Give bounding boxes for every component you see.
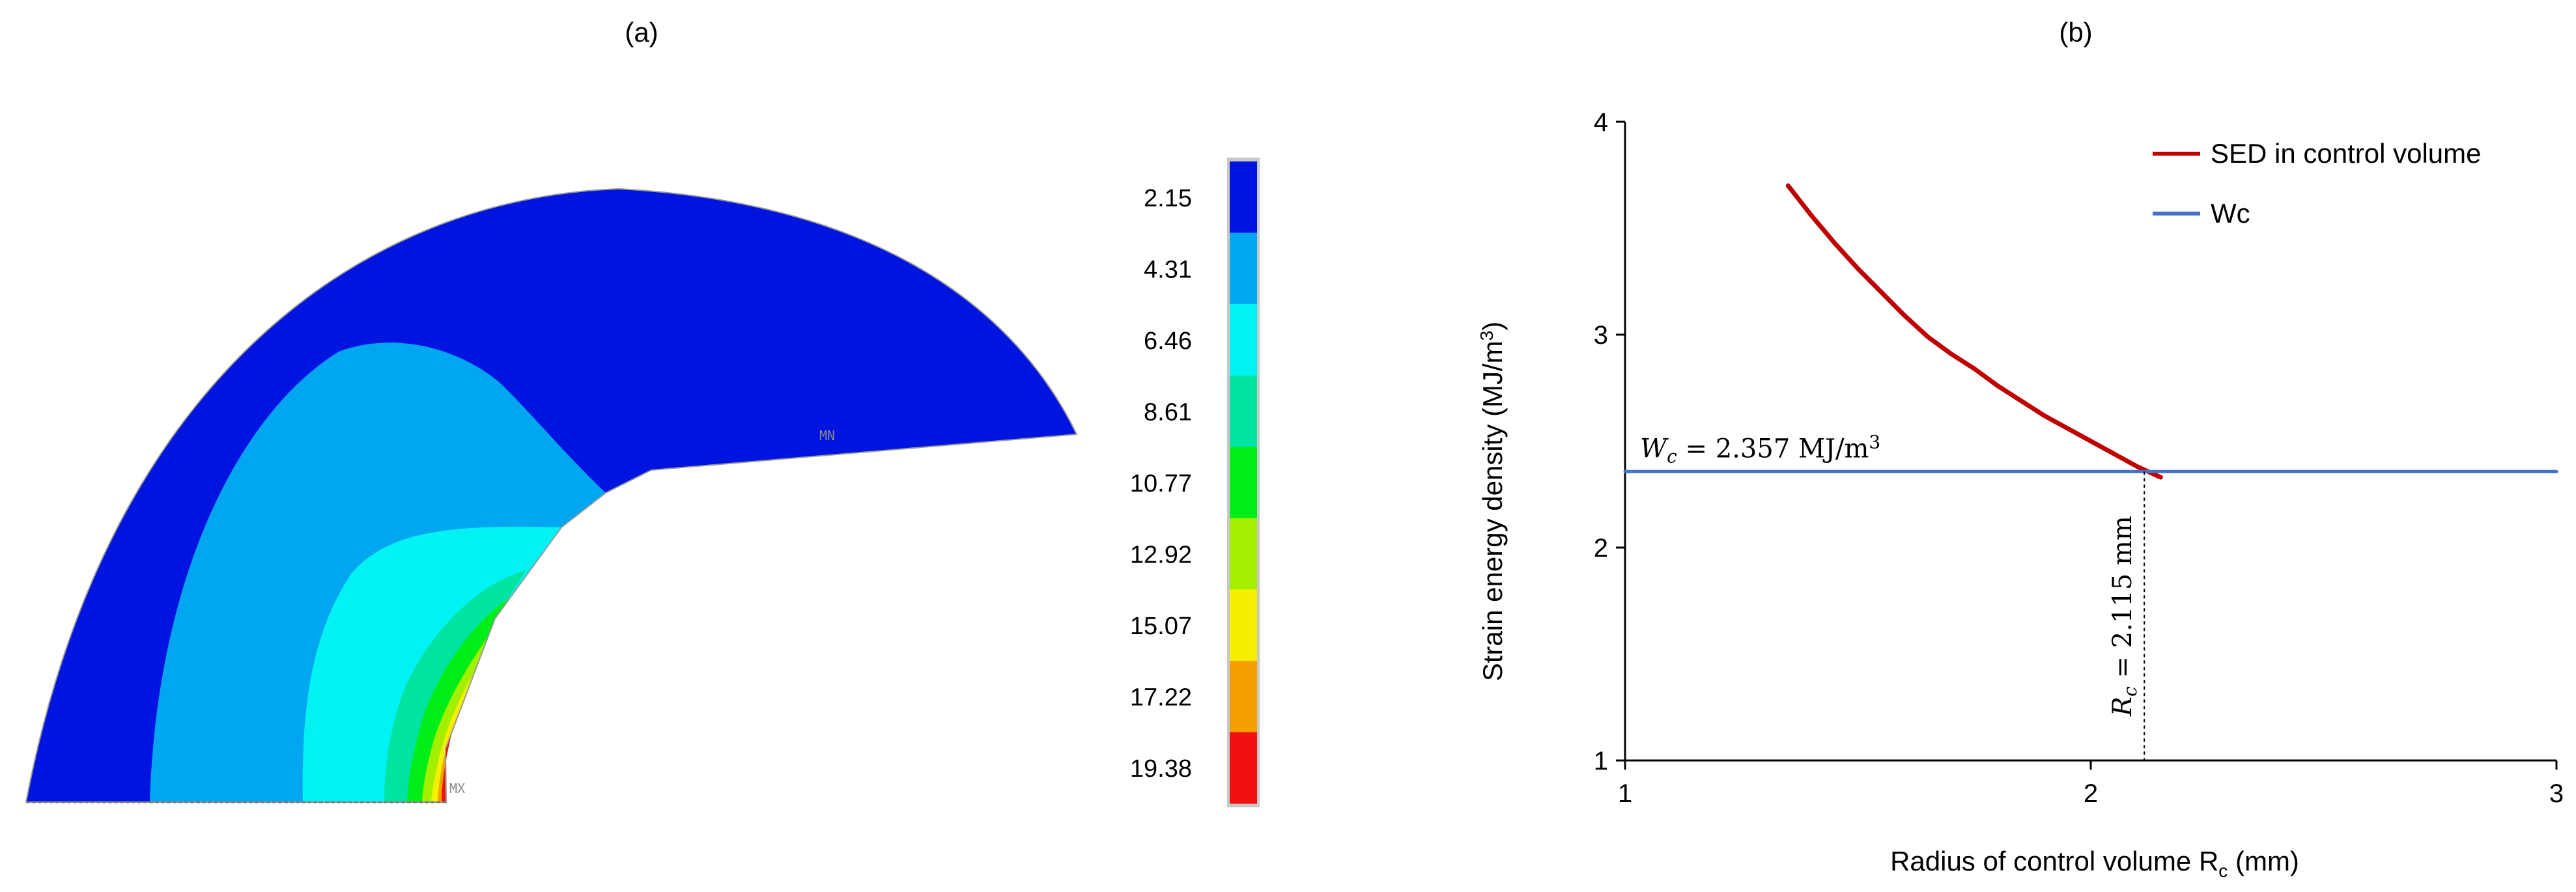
colorbar-label-5: 10.77 [1130,470,1192,497]
min-marker: MN [819,428,835,443]
colorbar-label-1: 2.15 [1144,185,1192,212]
x-tick-label-2: 2 [2084,779,2098,808]
y-tick-label-1: 1 [1594,747,1608,775]
colorbar-swatch-8 [1230,660,1257,732]
x-axis-title: Radius of control volume Rc (mm) [1890,846,2299,881]
panel-b-label: (b) [2059,17,2092,48]
colorbar-swatch-5 [1230,447,1257,519]
colorbar-label-9: 19.38 [1130,755,1192,783]
colorbar-swatch-2 [1230,232,1257,305]
y-axis-title: Strain energy density (MJ/m3) [1477,322,1508,681]
max-marker: MX [449,781,465,796]
contour-plot: MN MX [25,188,1078,803]
rc-annotation: Rc = 2.115 mm [2108,516,2141,717]
wc-annotation: Wc = 2.357 MJ/m3 [1640,431,1880,467]
legend-label-sed: SED in control volume [2211,138,2482,169]
colorbar-label-6: 12.92 [1130,542,1192,569]
colorbar-swatch-9 [1230,732,1257,804]
panel-a-label: (a) [625,17,658,48]
colorbar: 2.15 4.31 6.46 8.61 10.77 12.92 15.07 17.22 19.3… [1130,158,1260,807]
x-tick-label-3: 3 [2549,779,2564,808]
legend-label-wc: Wc [2211,198,2250,229]
series-sed-line [1785,183,2163,480]
y-tick-label-4: 4 [1594,108,1608,137]
x-tick-label-1: 1 [1618,779,1632,808]
colorbar-label-7: 15.07 [1130,613,1192,640]
colorbar-label-2: 4.31 [1144,256,1192,283]
colorbar-swatch-7 [1230,589,1257,662]
colorbar-swatch-6 [1230,518,1257,590]
y-tick-label-2: 2 [1594,534,1608,563]
chart: 1 2 3 1 2 3 4 Wc = 2.357 MJ/m3 Rc = 2.115 mm Ra… [1477,108,2564,881]
colorbar-label-3: 6.46 [1144,328,1192,355]
colorbar-label-8: 17.22 [1130,684,1192,712]
colorbar-swatch-1 [1230,161,1257,234]
contour-outline [25,188,1078,803]
colorbar-label-4: 8.61 [1144,398,1192,426]
legend: SED in control volume Wc [2153,138,2482,229]
y-tick-label-3: 3 [1594,321,1608,350]
colorbar-swatch-4 [1230,375,1257,447]
contour-band-9 [442,724,455,802]
colorbar-swatch-3 [1230,304,1257,376]
